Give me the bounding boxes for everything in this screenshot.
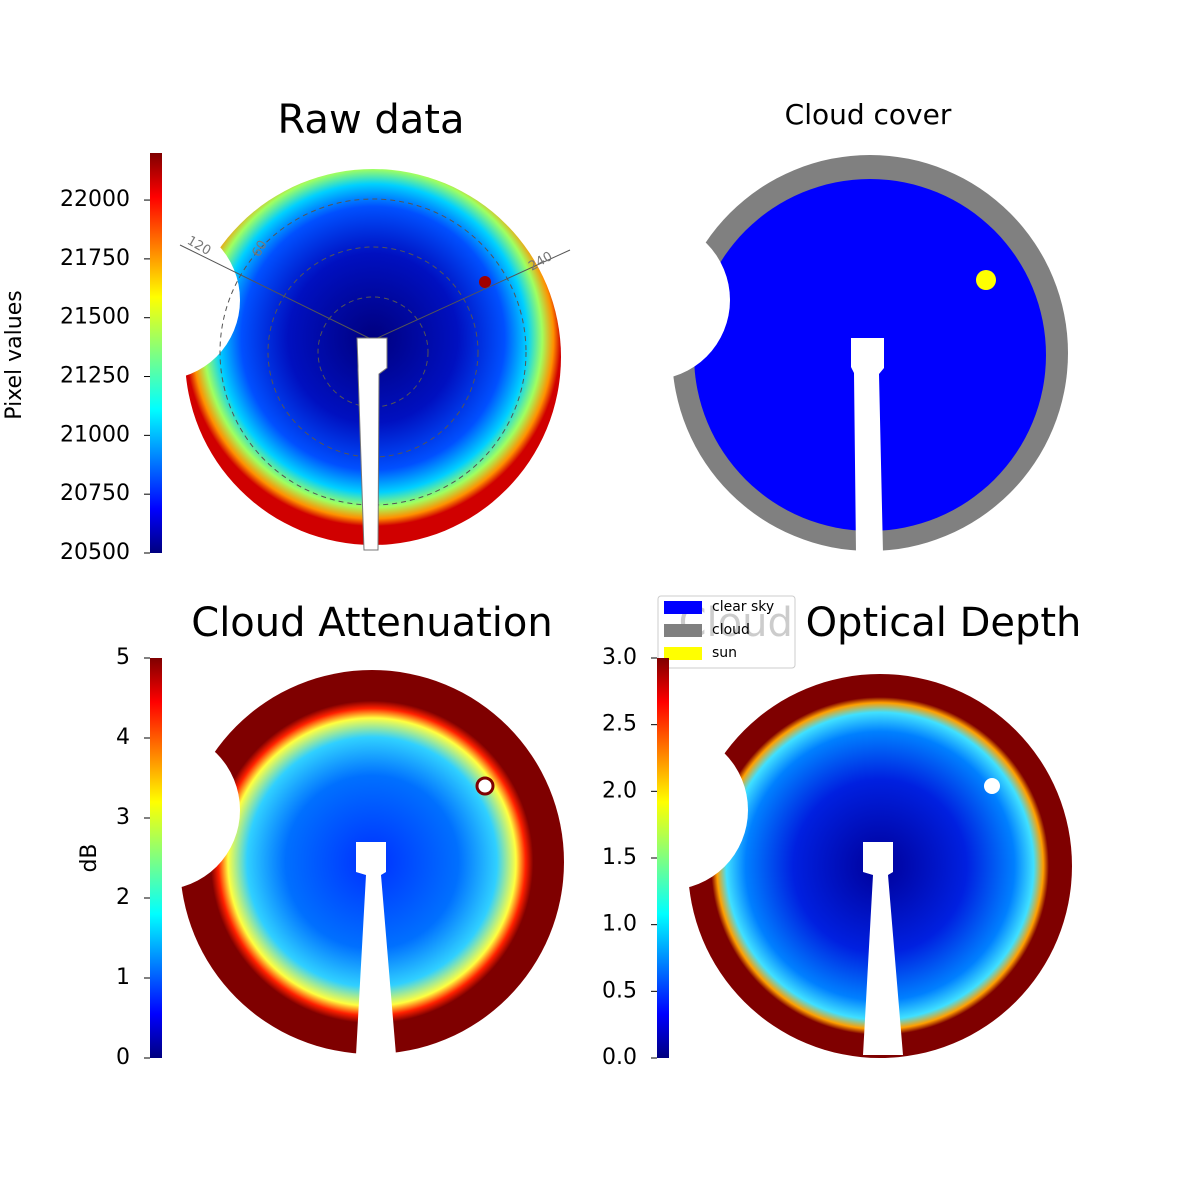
legend-swatch bbox=[664, 647, 702, 660]
polar-label: 60 bbox=[250, 238, 271, 260]
raw-image bbox=[80, 169, 571, 551]
colorbar-tick-label: 22000 bbox=[60, 187, 130, 212]
panel-title: Cloud cover bbox=[785, 98, 952, 131]
colorbar-tick-label: 21500 bbox=[60, 305, 130, 330]
polar-label: 240 bbox=[526, 249, 555, 274]
colorbar-tick-label: 3.0 bbox=[602, 645, 637, 670]
colorbar-tick-label: 2.5 bbox=[602, 712, 637, 737]
colorbar-tick-label: 0 bbox=[116, 1045, 130, 1070]
colorbar-tick-label: 2 bbox=[116, 885, 130, 910]
legend-label: cloud bbox=[712, 622, 750, 638]
colorbar-tick-label: 21750 bbox=[60, 246, 130, 271]
colorbar bbox=[657, 658, 669, 1058]
colorbar-tick-label: 0.0 bbox=[602, 1045, 637, 1070]
colorbar-tick-label: 3 bbox=[116, 805, 130, 830]
colorbar-label: Pixel values bbox=[2, 290, 27, 419]
legend-swatch bbox=[664, 624, 702, 637]
colorbar-label: dB bbox=[77, 843, 102, 872]
colorbar-tick-label: 20500 bbox=[60, 540, 130, 565]
colorbar-tick-label: 0.5 bbox=[602, 978, 637, 1003]
colorbar-tick-label: 1.0 bbox=[602, 912, 637, 937]
colorbar-tick-label: 4 bbox=[116, 725, 130, 750]
legend-label: sun bbox=[712, 645, 737, 661]
colorbar bbox=[150, 153, 162, 553]
colorbar-tick-label: 20750 bbox=[60, 481, 130, 506]
colorbar bbox=[150, 658, 162, 1058]
colorbar-tick-label: 2.0 bbox=[602, 778, 637, 803]
colorbar-tick-label: 1 bbox=[116, 965, 130, 990]
legend-label: clear sky bbox=[712, 599, 774, 615]
colorbar-tick-label: 5 bbox=[116, 645, 130, 670]
legend-swatch bbox=[664, 601, 702, 614]
panel-title: Cloud Attenuation bbox=[191, 600, 552, 646]
colorbar-tick-label: 1.5 bbox=[602, 845, 637, 870]
cloud-image bbox=[570, 155, 1068, 553]
panel-title: Raw data bbox=[278, 97, 465, 143]
colorbar-tick-label: 21250 bbox=[60, 364, 130, 389]
sun-marker bbox=[976, 270, 996, 290]
colorbar-tick-label: 21000 bbox=[60, 422, 130, 447]
